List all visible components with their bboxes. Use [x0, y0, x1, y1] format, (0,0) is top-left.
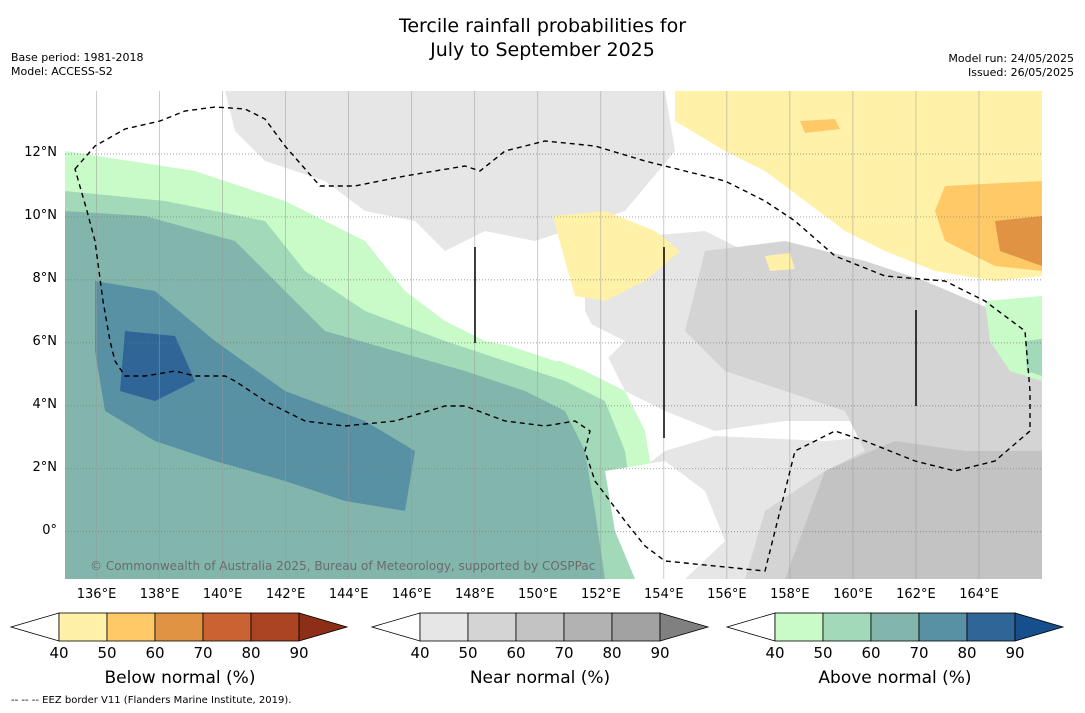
meta-right: Model run: 24/05/2025 Issued: 26/05/2025	[948, 52, 1074, 80]
colorbar-max-triangle	[298, 612, 349, 642]
colorbar-segment	[774, 612, 824, 642]
colorbar-segment	[467, 612, 517, 642]
lon-tick-label: 154°E	[644, 587, 684, 602]
lon-tick-label: 140°E	[202, 587, 243, 602]
colorbar-max-triangle	[1014, 612, 1065, 642]
lon-tick-label: 150°E	[517, 587, 558, 602]
colorbar-segment	[822, 612, 872, 642]
title-line-2: July to September 2025	[430, 39, 655, 61]
model-run: Model run: 24/05/2025	[948, 52, 1074, 65]
lat-tick-label: 2°N	[32, 459, 58, 475]
colorbar-tick-label: 40	[765, 644, 784, 662]
colorbar-tick-label: 80	[957, 644, 976, 662]
colorbar-tick-label: 90	[650, 644, 669, 662]
colorbar-tick-label: 60	[861, 644, 880, 662]
colorbar-segment	[202, 612, 252, 642]
colorbar-tick-label: 60	[145, 644, 164, 662]
near-normal-dark	[785, 441, 1042, 579]
lon-tick-label: 142°E	[265, 587, 306, 602]
colorbar-label-above: Above normal (%)	[818, 668, 972, 688]
model-name: Model: ACCESS-S2	[11, 65, 113, 78]
lon-tick-label: 146°E	[391, 587, 432, 602]
copyright-text: © Commonwealth of Australia 2025, Bureau…	[90, 559, 595, 573]
colorbar-tick-label: 70	[909, 644, 928, 662]
colorbar-segment	[106, 612, 156, 642]
colorbar-tick-label: 40	[410, 644, 429, 662]
colorbar-label-below: Below normal (%)	[104, 668, 256, 688]
colorbar-max-triangle	[659, 612, 710, 642]
lon-tick-label: 136°E	[76, 587, 117, 602]
gridlines	[65, 91, 1042, 579]
colorbar-label-near: Near normal (%)	[469, 668, 611, 688]
colorbar-tick-label: 80	[241, 644, 260, 662]
colorbar-segment	[419, 612, 469, 642]
colorbar-tick-label: 80	[602, 644, 621, 662]
colorbar-segment	[918, 612, 968, 642]
eez-border	[74, 106, 1031, 572]
colorbar-tick-label: 90	[289, 644, 308, 662]
lon-tick-label: 148°E	[454, 587, 495, 602]
title-line-1: Tercile rainfall probabilities for	[398, 15, 687, 37]
above-normal-regions	[65, 151, 1042, 579]
lon-tick-label: 164°E	[959, 587, 999, 602]
map-title: Tercile rainfall probabilities for July …	[0, 14, 1085, 62]
meta-left: Base period: 1981-2018 Model: ACCESS-S2	[11, 51, 143, 79]
colorbar-min-triangle	[9, 612, 60, 642]
colorbar-tick-label: 60	[506, 644, 525, 662]
colorbar-2: 40 50 60 70 80 90	[725, 612, 1065, 662]
colorbar-segment	[515, 612, 565, 642]
colorbar-1: 40 50 60 70 80 90	[370, 612, 710, 662]
below-normal-regions	[553, 91, 1042, 301]
colorbar-segment	[250, 612, 300, 642]
lon-tick-label: 158°E	[770, 587, 810, 602]
base-period: Base period: 1981-2018	[11, 51, 144, 64]
lat-tick-label: 10°N	[24, 207, 57, 223]
colorbar-segment	[58, 612, 108, 642]
colorbar-segment	[154, 612, 204, 642]
colorbar-tick-label: 70	[554, 644, 573, 662]
colorbar-segment	[563, 612, 613, 642]
lat-tick-label: 6°N	[32, 333, 58, 349]
lat-tick-label: 4°N	[32, 396, 58, 412]
probability-map: © Commonwealth of Australia 2025, Bureau…	[65, 91, 1042, 579]
colorbar-0: 40 50 60 70 80 90	[9, 612, 349, 662]
footer-note: -- -- -- EEZ border V11 (Flanders Marine…	[11, 695, 292, 706]
vertical-marks	[474, 247, 917, 438]
colorbar-tick-label: 40	[49, 644, 68, 662]
lon-tick-label: 152°E	[581, 587, 621, 602]
issued-date: Issued: 26/05/2025	[967, 66, 1074, 79]
lat-tick-label: 0°	[42, 522, 57, 538]
colorbar-tick-label: 70	[193, 644, 212, 662]
lon-tick-label: 160°E	[833, 587, 873, 602]
lon-tick-label: 138°E	[139, 587, 180, 602]
colorbar-tick-label: 50	[813, 644, 832, 662]
colorbar-segment	[870, 612, 920, 642]
lat-tick-label: 8°N	[32, 270, 58, 286]
colorbar-tick-label: 50	[97, 644, 116, 662]
colorbar-segment	[611, 612, 661, 642]
lat-tick-label: 12°N	[24, 144, 57, 160]
lon-tick-label: 162°E	[896, 587, 936, 602]
colorbar-tick-label: 90	[1005, 644, 1024, 662]
lon-tick-label: 144°E	[328, 587, 369, 602]
colorbar-min-triangle	[370, 612, 421, 642]
colorbar-min-triangle	[725, 612, 776, 642]
lon-tick-label: 156°E	[707, 587, 747, 602]
colorbar-segment	[966, 612, 1016, 642]
colorbar-tick-label: 50	[458, 644, 477, 662]
colorbars: 40 50 60 70 80 90 40 50 60 70 80 90 40 50 60 70 80 90	[9, 612, 1065, 662]
